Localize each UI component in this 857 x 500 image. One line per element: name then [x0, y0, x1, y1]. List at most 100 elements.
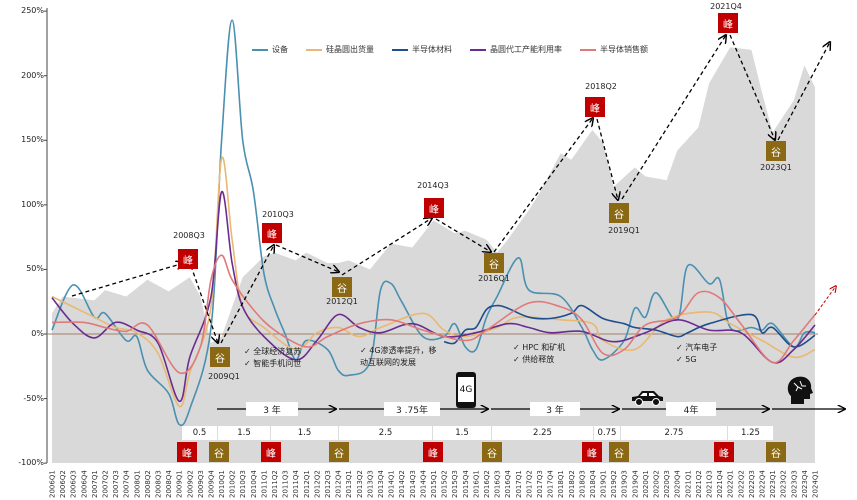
cycle-arrow — [220, 245, 274, 344]
x-tick-label: 2015Q1 — [430, 470, 438, 498]
series-line-4 — [51, 254, 816, 375]
x-tick-label: 2011Q1 — [260, 470, 268, 498]
x-tick-label: 2009Q2 — [186, 470, 194, 498]
marker-label: 2019Q1 — [608, 226, 640, 235]
x-tick-label: 2006Q1 — [49, 470, 57, 498]
trough-marker-bottom: 谷 — [482, 442, 502, 462]
legend-label: 半导体销售额 — [600, 45, 648, 54]
peak-marker-bottom: 峰 — [423, 442, 443, 462]
peak-marker: 峰 — [585, 97, 605, 117]
x-tick-label: 2021Q3 — [706, 470, 714, 498]
driver-line: 动互联网的发展 — [360, 358, 416, 367]
x-tick-label: 2015Q4 — [462, 470, 470, 498]
x-tick-label: 2014Q1 — [388, 470, 396, 498]
driver-note: ✓ 汽车电子 ✓ 5G — [676, 342, 717, 366]
driver-line: ✓ 汽车电子 — [676, 343, 718, 352]
legend-item-materials[interactable]: 半导体材料 — [392, 44, 452, 55]
driver-note: ✓ HPC 和矿机 ✓ 供给释放 — [513, 342, 565, 366]
series-line-3 — [51, 191, 816, 403]
peak-marker: 峰 — [262, 223, 282, 243]
interval-box: 2.25 — [492, 426, 594, 440]
marker-label: 2014Q3 — [417, 181, 449, 190]
x-tick-label: 2019Q1 — [600, 470, 608, 498]
interval-box: 0.75 — [594, 426, 621, 440]
y-tick-label: 50% — [26, 264, 44, 274]
x-tick-label: 2016Q2 — [483, 470, 491, 498]
x-tick-label: 2011Q3 — [282, 470, 290, 498]
x-tick-label: 2020Q3 — [663, 470, 671, 498]
trough-marker-bottom: 谷 — [329, 442, 349, 462]
legend-swatch — [470, 48, 486, 51]
peak-marker-bottom: 峰 — [177, 442, 197, 462]
series-line-2 — [443, 304, 816, 348]
x-tick-label: 2007Q1 — [91, 470, 99, 498]
interval-box: 1.25 — [728, 426, 774, 440]
x-tick-label: 2008Q2 — [144, 470, 152, 498]
legend-item-equipment[interactable]: 设备 — [252, 44, 288, 55]
trough-marker-bottom: 谷 — [766, 442, 786, 462]
gray-area — [52, 47, 815, 464]
series-line-0 — [51, 19, 816, 427]
x-tick-label: 2019Q4 — [631, 470, 639, 498]
gray-area-layer — [52, 47, 815, 464]
interval-box: 0.5 — [182, 426, 218, 440]
series-line-1 — [51, 156, 816, 408]
cycle-arrow — [777, 42, 830, 141]
legend-swatch — [580, 48, 596, 51]
legend-swatch — [392, 48, 408, 51]
legend-item-foundry-utilization[interactable]: 晶圆代工产能利用率 — [470, 44, 562, 55]
x-tick-label: 2010Q4 — [250, 470, 258, 498]
x-tick-label: 2018Q3 — [578, 470, 586, 498]
cycle-arrow — [341, 218, 432, 276]
peak-marker-bottom: 峰 — [582, 442, 602, 462]
x-tick-label: 2008Q3 — [155, 470, 163, 498]
legend-item-wafer-shipments[interactable]: 硅晶圆出货量 — [306, 44, 374, 55]
x-tick-label: 2016Q1 — [472, 470, 480, 498]
legend-label: 半导体材料 — [412, 45, 452, 54]
driver-line: ✓ 5G — [676, 355, 697, 364]
x-tick-label: 2017Q1 — [515, 470, 523, 498]
interval-box: 1.5 — [271, 426, 339, 440]
x-tick-label: 2017Q2 — [525, 470, 533, 498]
y-tick-label: 0% — [31, 329, 44, 338]
x-tick-label: 2006Q2 — [59, 470, 67, 498]
peak-marker-bottom: 峰 — [261, 442, 281, 462]
x-tick-label: 2020Q2 — [653, 470, 661, 498]
y-tick-label: 200% — [21, 70, 44, 80]
x-tick-label: 2007Q3 — [112, 470, 120, 498]
interval-box: 1.5 — [433, 426, 492, 440]
cycle-duration: 3 .75年 — [384, 402, 440, 416]
driver-line: ✓ 供给释放 — [513, 355, 555, 364]
x-tick-label: 2020Q1 — [642, 470, 650, 498]
phone-screen: 4G — [458, 377, 474, 402]
trough-marker-bottom: 谷 — [209, 442, 229, 462]
x-tick-label: 2019Q2 — [610, 470, 618, 498]
x-tick-label: 2012Q3 — [324, 470, 332, 498]
x-tick-label: 2022Q4 — [759, 470, 767, 498]
x-tick-label: 2006Q4 — [80, 470, 88, 498]
driver-line: ✓ 全球经济复苏 — [244, 347, 302, 356]
x-tick-label: 2023Q3 — [790, 470, 798, 498]
peak-marker: 峰 — [178, 249, 198, 269]
driver-note: ✓ 4G渗透率提升，移 动互联网的发展 — [360, 345, 437, 369]
x-tick-label: 2012Q1 — [303, 470, 311, 498]
x-tick-label: 2011Q4 — [292, 470, 300, 498]
x-tick-label: 2021Q4 — [716, 470, 724, 498]
cycle-arrow — [71, 263, 184, 297]
trough-marker: 谷 — [210, 347, 230, 367]
legend: 设备 硅晶圆出货量 半导体材料 晶圆代工产能利用率 半导体销售额 — [252, 44, 648, 55]
cycle-arrow — [435, 218, 491, 252]
legend-item-sales[interactable]: 半导体销售额 — [580, 44, 648, 55]
y-tick-marks — [44, 10, 47, 464]
cycle-duration: 3 年 — [530, 402, 580, 416]
x-tick-label: 2021Q2 — [695, 470, 703, 498]
x-tick-label: 2023Q1 — [769, 470, 777, 498]
x-tick-label: 2007Q2 — [102, 470, 110, 498]
legend-label: 硅晶圆出货量 — [326, 45, 374, 54]
x-tick-label: 2022Q2 — [737, 470, 745, 498]
x-tick-label: 2016Q4 — [504, 470, 512, 498]
x-tick-label: 2008Q1 — [133, 470, 141, 498]
marker-label: 2018Q2 — [585, 82, 617, 91]
cycle-arrow — [729, 34, 775, 140]
x-tick-label: 2013Q4 — [377, 470, 385, 498]
